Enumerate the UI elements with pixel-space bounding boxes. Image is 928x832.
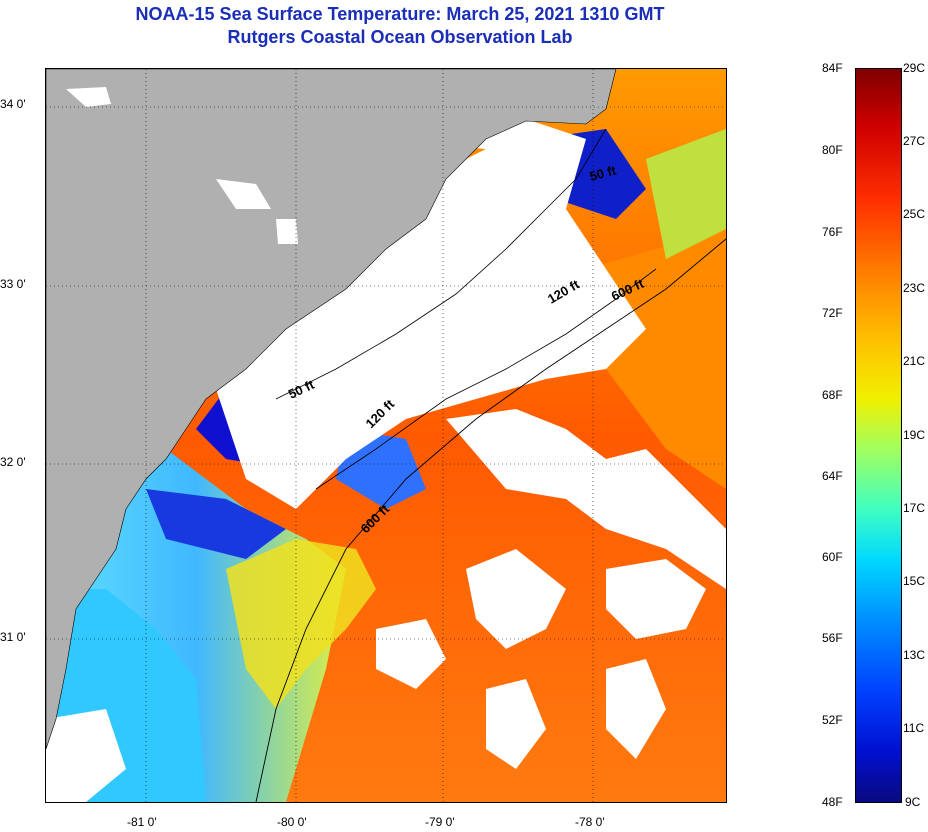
cold-patch-2	[146, 489, 286, 559]
sst-map: 50 ft 120 ft 600 ft 50 ft 120 ft 600 ft	[45, 68, 727, 803]
colorbar-label-27c: 27C	[903, 134, 926, 148]
sst-map-canvas: 50 ft 120 ft 600 ft 50 ft 120 ft 600 ft	[46, 69, 726, 802]
contour-120ft	[315, 268, 657, 490]
colorbar-label-60f: 60F	[822, 550, 843, 564]
lon-label-80: -80 0'	[277, 815, 307, 829]
colorbar-label-11c: 11C	[903, 721, 925, 735]
cloud-region-south	[486, 679, 546, 769]
ocean-northeast-green	[646, 129, 726, 259]
colorbar-label-48f: 48F	[822, 795, 843, 809]
graticule	[46, 69, 726, 802]
lake-2	[216, 179, 271, 209]
cloud-region-south-east	[606, 659, 666, 759]
colorbar-label-15c: 15C	[903, 574, 926, 588]
cloud-region-southeast	[606, 559, 706, 639]
colorbar-label-21c: 21C	[903, 354, 926, 368]
colorbar-label-64f: 64F	[822, 469, 843, 483]
ocean-transition-band	[226, 539, 376, 709]
lon-label-81: -81 0'	[127, 815, 157, 829]
cloud-region-southwest	[46, 709, 126, 802]
colorbar-label-29c: 29C	[903, 61, 926, 75]
lake-3	[276, 219, 298, 244]
temperature-colorbar	[855, 68, 902, 803]
lon-label-78: -78 0'	[575, 815, 605, 829]
lat-label-32: 32 0'	[0, 455, 26, 469]
lat-label-31: 31 0'	[0, 630, 26, 644]
cloud-region-east	[446, 409, 726, 589]
lat-label-34: 34 0'	[0, 97, 26, 111]
colorbar-label-68f: 68F	[822, 388, 843, 402]
colorbar-label-19c: 19C	[903, 428, 926, 442]
colorbar-label-52f: 52F	[822, 713, 843, 727]
colorbar-label-17c: 17C	[903, 501, 926, 515]
contour-label-50ft-north: 50 ft	[588, 162, 618, 184]
cloud-region-central	[466, 549, 566, 649]
lat-label-33: 33 0'	[0, 277, 26, 291]
colorbar-label-72f: 72F	[822, 306, 843, 320]
colorbar-label-84f: 84F	[822, 61, 843, 75]
colorbar-label-76f: 76F	[822, 225, 843, 239]
colorbar-label-23c: 23C	[903, 281, 926, 295]
lake-1	[66, 87, 111, 107]
colorbar-label-9c: 9C	[905, 795, 921, 809]
land-mass	[46, 69, 617, 750]
colorbar-label-80f: 80F	[822, 143, 843, 157]
colorbar-label-56f: 56F	[822, 631, 843, 645]
map-subtitle: Rutgers Coastal Ocean Observation Lab	[227, 27, 573, 47]
colorbar-label-13c: 13C	[903, 648, 926, 662]
map-title: NOAA-15 Sea Surface Temperature: March 2…	[135, 4, 665, 24]
colorbar-label-25c: 25C	[903, 207, 926, 221]
contour-50ft	[275, 128, 607, 400]
contour-600ft	[255, 238, 726, 802]
lon-label-79: -79 0'	[425, 815, 455, 829]
cloud-region-small	[376, 619, 446, 689]
